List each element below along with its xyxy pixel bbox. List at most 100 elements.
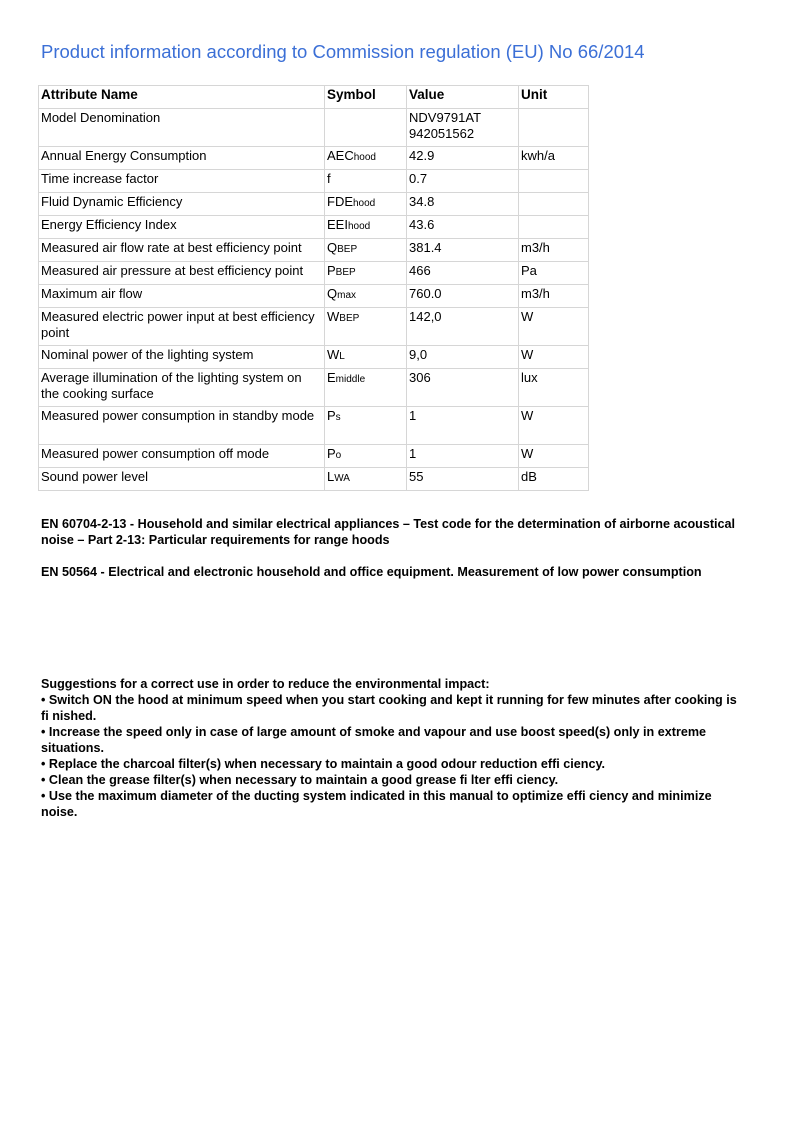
unit [518,215,589,239]
symbol-subscript: BEP [337,244,358,255]
standard-text: - Household and similar electrical appli… [41,517,736,547]
table-row: Measured electric power input at best ef… [38,307,589,346]
attribute-name: Annual Energy Consumption [38,146,325,170]
standard-text: - Electrical and electronic household an… [97,565,702,579]
value: 0.7 [406,169,519,193]
symbol: LWA [324,467,407,491]
symbol [324,108,407,147]
table-row: Annual Energy Consumption AEChood 42.9 kwh/… [38,146,589,170]
symbol-subscript: o [335,450,342,461]
symbol-main: W [327,347,340,362]
symbol-main: P [327,408,336,423]
table-row: Nominal power of the lighting system WL 9,… [38,345,589,369]
attribute-name: Energy Efficiency Index [38,215,325,239]
suggestion-item: • Use the maximum diameter of the ductin… [41,789,712,819]
attribute-name: Average illumination of the lighting sys… [38,368,325,407]
symbol-main: EEI [327,217,348,232]
suggestion-item: • Switch ON the hood at minimum speed wh… [41,693,737,723]
table-row: Maximum air flow Qmax 760.0 m3/h [38,284,589,308]
value: 142,0 [406,307,519,346]
attribute-name: Nominal power of the lighting system [38,345,325,369]
attribute-name: Measured electric power input at best ef… [38,307,325,346]
value: 34.8 [406,192,519,216]
value: NDV9791AT 942051562 [406,108,519,147]
attribute-name: Measured power consumption off mode [38,444,325,468]
symbol-main: E [327,370,336,385]
value: 466 [406,261,519,285]
unit: kwh/a [518,146,589,170]
unit: dB [518,467,589,491]
unit: W [518,406,589,445]
table-row: Sound power level LWA 55 dB [38,467,589,491]
symbol-main: L [327,469,335,484]
attribute-name: Measured power consumption in standby mo… [38,406,325,445]
standard-en60704: EN 60704-2-13 - Household and similar el… [41,516,741,548]
symbol: WL [324,345,407,369]
page-title: Product information according to Commiss… [41,41,645,62]
unit: W [518,444,589,468]
value: 306 [406,368,519,407]
header-attribute: Attribute Name [38,85,325,109]
table-row: Fluid Dynamic Efficiency FDEhood 34.8 [38,192,589,216]
table-row: Measured power consumption in standby mo… [38,406,589,445]
symbol-main: Q [327,286,338,301]
table-header-row: Attribute Name Symbol Value Unit [38,85,589,109]
value: 1 [406,444,519,468]
attribute-name: Maximum air flow [38,284,325,308]
symbol: Po [324,444,407,468]
unit: m3/h [518,284,589,308]
standard-code: EN 50564 [41,565,98,579]
table-row: Measured power consumption off mode Po 1 W [38,444,589,468]
symbol-subscript: max [337,290,357,301]
standard-code: EN 60704-2-13 [41,517,127,531]
symbol-subscript: BEP [339,313,360,324]
symbol-main: Q [327,240,338,255]
unit [518,192,589,216]
symbol-subscript: hood [353,198,376,209]
unit: m3/h [518,238,589,262]
symbol-main: P [327,263,336,278]
suggestions: Suggestions for a correct use in order t… [41,676,741,820]
symbol: QBEP [324,238,407,262]
symbol-subscript: hood [353,152,376,163]
value: 760.0 [406,284,519,308]
symbol-subscript: hood [347,221,371,232]
symbol: Qmax [324,284,407,308]
symbol-subscript: BEP [335,267,356,278]
unit: Pa [518,261,589,285]
symbol: WBEP [324,307,407,346]
suggestion-item: • Clean the grease filter(s) when necess… [41,773,559,787]
symbol-subscript: s [335,412,341,423]
header-value: Value [406,85,519,109]
table-row: Average illumination of the lighting sys… [38,368,589,407]
value: 381.4 [406,238,519,262]
symbol-subscript: middle [335,374,366,385]
standard-en50564: EN 50564 - Electrical and electronic hou… [41,564,741,580]
header-symbol: Symbol [324,85,407,109]
unit [518,169,589,193]
attribute-name: Model Denomination [38,108,325,147]
symbol-main: P [327,446,336,461]
value: 43.6 [406,215,519,239]
suggestion-item: • Replace the charcoal filter(s) when ne… [41,757,606,771]
symbol-main: AEC [327,148,354,163]
table-row: Measured air pressure at best efficiency… [38,261,589,285]
attribute-name: Measured air pressure at best efficiency… [38,261,325,285]
table-row: Time increase factor f 0.7 [38,169,589,193]
value: 42.9 [406,146,519,170]
symbol: EEIhood [324,215,407,239]
symbol-subscript: L [339,351,345,362]
attribute-name: Sound power level [38,467,325,491]
unit: lux [518,368,589,407]
symbol: PBEP [324,261,407,285]
table-row: Energy Efficiency Index EEIhood 43.6 [38,215,589,239]
symbol-main: FDE [327,194,353,209]
product-info-table: Attribute Name Symbol Value Unit Model D… [38,85,589,491]
symbol-main: f [327,171,331,186]
symbol-main: W [327,309,340,324]
attribute-name: Measured air flow rate at best efficienc… [38,238,325,262]
unit [518,108,589,147]
symbol: AEChood [324,146,407,170]
table-row: Measured air flow rate at best efficienc… [38,238,589,262]
symbol: f [324,169,407,193]
